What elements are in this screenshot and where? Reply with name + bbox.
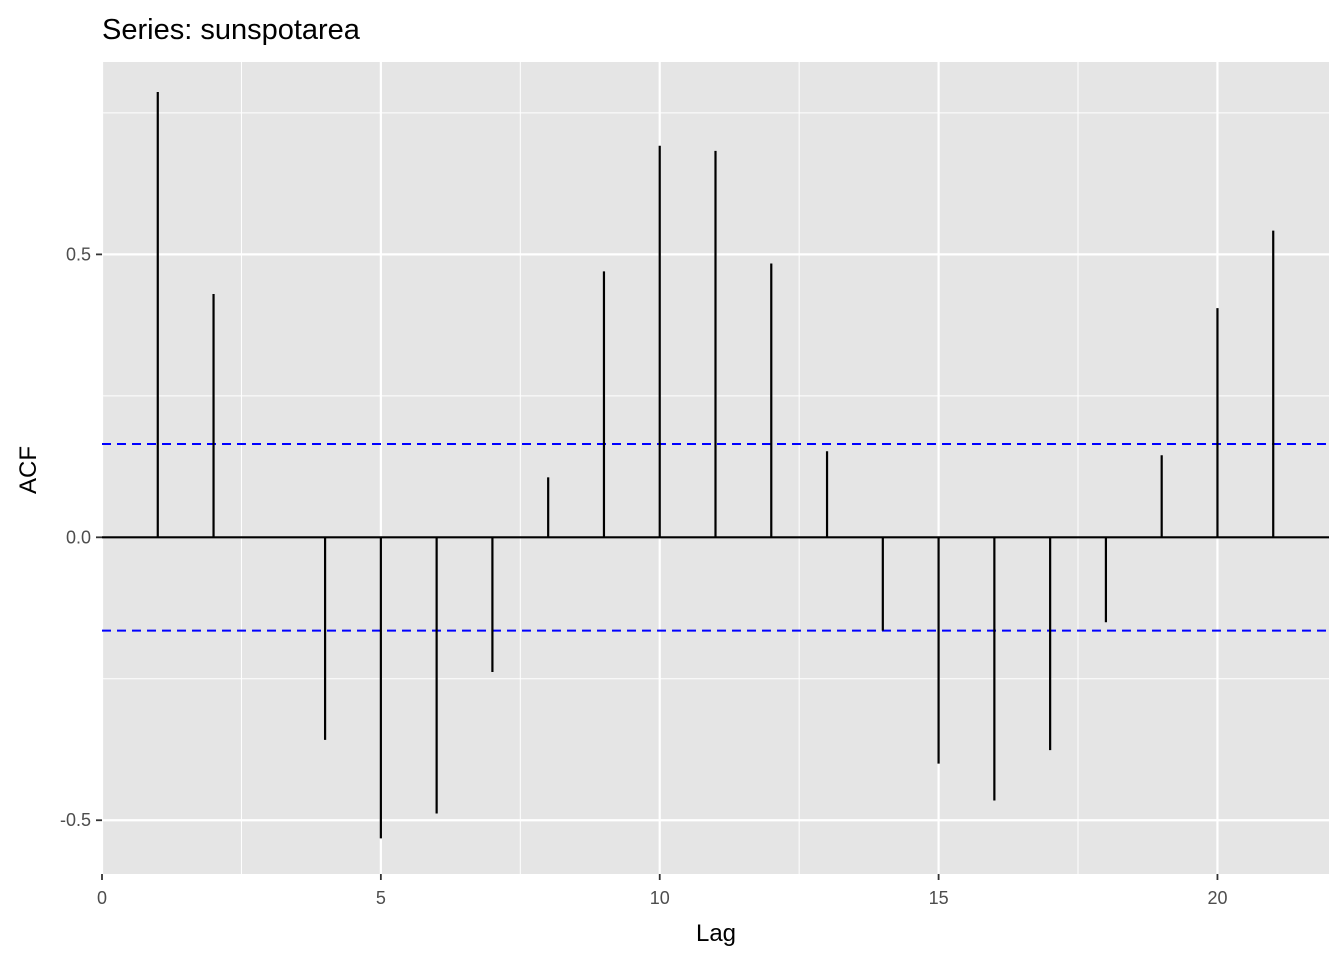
x-tick-label: 15 xyxy=(929,888,949,908)
y-tick-label: 0.0 xyxy=(66,527,91,547)
x-tick-label: 0 xyxy=(97,888,107,908)
chart-title: Series: sunspotarea xyxy=(102,14,361,46)
x-axis-label: Lag xyxy=(696,920,736,947)
x-tick-label: 20 xyxy=(1207,888,1227,908)
y-axis-ticks: -0.5 0.0 0.5 xyxy=(60,244,102,830)
y-axis-label: ACF xyxy=(15,446,42,494)
x-tick-label: 5 xyxy=(376,888,386,908)
y-tick-label: 0.5 xyxy=(66,244,91,264)
acf-bars xyxy=(156,91,1275,839)
confidence-bounds xyxy=(102,442,1329,632)
x-tick-label: 10 xyxy=(650,888,670,908)
y-tick-label: -0.5 xyxy=(60,810,91,830)
x-axis-ticks: 0 5 10 15 20 xyxy=(97,874,1227,908)
